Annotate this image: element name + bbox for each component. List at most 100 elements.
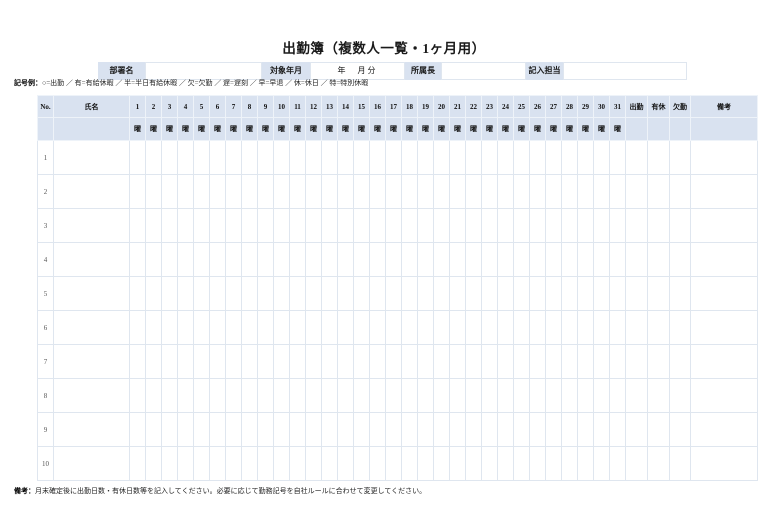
day-cell[interactable]: [129, 310, 146, 345]
day-cell[interactable]: [417, 174, 434, 209]
summary-cell-2[interactable]: [669, 140, 691, 175]
day-cell[interactable]: [129, 378, 146, 413]
day-cell[interactable]: [241, 140, 258, 175]
day-cell[interactable]: [497, 412, 514, 447]
day-cell[interactable]: [145, 276, 162, 311]
day-cell[interactable]: [465, 208, 482, 243]
summary-cell-0[interactable]: [625, 446, 648, 481]
day-cell[interactable]: [497, 378, 514, 413]
summary-cell-1[interactable]: [647, 174, 670, 209]
summary-cell-1[interactable]: [647, 310, 670, 345]
day-cell[interactable]: [305, 310, 322, 345]
day-cell[interactable]: [241, 378, 258, 413]
summary-cell-3[interactable]: [690, 310, 758, 345]
day-cell[interactable]: [609, 310, 626, 345]
day-cell[interactable]: [497, 310, 514, 345]
summary-cell-2[interactable]: [669, 446, 691, 481]
day-cell[interactable]: [481, 276, 498, 311]
day-cell[interactable]: [209, 412, 226, 447]
summary-cell-0[interactable]: [625, 276, 648, 311]
day-cell[interactable]: [513, 140, 530, 175]
summary-cell-2[interactable]: [669, 344, 691, 379]
day-cell[interactable]: [449, 208, 466, 243]
day-cell[interactable]: [433, 208, 450, 243]
day-cell[interactable]: [465, 446, 482, 481]
day-cell[interactable]: [369, 208, 386, 243]
day-cell[interactable]: [433, 276, 450, 311]
day-cell[interactable]: [513, 378, 530, 413]
day-cell[interactable]: [497, 242, 514, 277]
employee-name-cell[interactable]: [53, 140, 130, 175]
summary-cell-0[interactable]: [625, 174, 648, 209]
day-cell[interactable]: [561, 276, 578, 311]
day-cell[interactable]: [577, 276, 594, 311]
day-cell[interactable]: [449, 378, 466, 413]
day-cell[interactable]: [497, 446, 514, 481]
summary-cell-1[interactable]: [647, 276, 670, 311]
day-cell[interactable]: [337, 276, 354, 311]
day-cell[interactable]: [545, 208, 562, 243]
day-cell[interactable]: [129, 276, 146, 311]
day-cell[interactable]: [609, 208, 626, 243]
day-cell[interactable]: [449, 412, 466, 447]
summary-cell-2[interactable]: [669, 412, 691, 447]
day-cell[interactable]: [465, 344, 482, 379]
day-cell[interactable]: [561, 174, 578, 209]
day-cell[interactable]: [529, 276, 546, 311]
day-cell[interactable]: [161, 140, 178, 175]
day-cell[interactable]: [369, 344, 386, 379]
employee-name-cell[interactable]: [53, 276, 130, 311]
day-cell[interactable]: [353, 378, 370, 413]
day-cell[interactable]: [449, 310, 466, 345]
day-cell[interactable]: [241, 242, 258, 277]
day-cell[interactable]: [513, 446, 530, 481]
day-cell[interactable]: [177, 344, 194, 379]
day-cell[interactable]: [353, 310, 370, 345]
day-cell[interactable]: [609, 412, 626, 447]
day-cell[interactable]: [545, 310, 562, 345]
day-cell[interactable]: [401, 140, 418, 175]
day-cell[interactable]: [609, 140, 626, 175]
day-cell[interactable]: [593, 208, 610, 243]
day-cell[interactable]: [577, 140, 594, 175]
summary-cell-1[interactable]: [647, 344, 670, 379]
day-cell[interactable]: [401, 276, 418, 311]
day-cell[interactable]: [193, 208, 210, 243]
day-cell[interactable]: [177, 174, 194, 209]
day-cell[interactable]: [481, 242, 498, 277]
day-cell[interactable]: [577, 310, 594, 345]
summary-cell-0[interactable]: [625, 310, 648, 345]
day-cell[interactable]: [385, 446, 402, 481]
day-cell[interactable]: [305, 174, 322, 209]
day-cell[interactable]: [417, 310, 434, 345]
day-cell[interactable]: [225, 208, 242, 243]
day-cell[interactable]: [449, 446, 466, 481]
day-cell[interactable]: [353, 446, 370, 481]
day-cell[interactable]: [561, 208, 578, 243]
day-cell[interactable]: [161, 208, 178, 243]
summary-cell-0[interactable]: [625, 242, 648, 277]
day-cell[interactable]: [177, 412, 194, 447]
day-cell[interactable]: [161, 412, 178, 447]
day-cell[interactable]: [225, 174, 242, 209]
day-cell[interactable]: [481, 412, 498, 447]
day-cell[interactable]: [257, 310, 274, 345]
day-cell[interactable]: [193, 378, 210, 413]
day-cell[interactable]: [513, 412, 530, 447]
day-cell[interactable]: [369, 310, 386, 345]
day-cell[interactable]: [545, 344, 562, 379]
day-cell[interactable]: [433, 310, 450, 345]
day-cell[interactable]: [369, 242, 386, 277]
day-cell[interactable]: [177, 310, 194, 345]
day-cell[interactable]: [193, 412, 210, 447]
day-cell[interactable]: [305, 378, 322, 413]
day-cell[interactable]: [465, 310, 482, 345]
day-cell[interactable]: [321, 242, 338, 277]
day-cell[interactable]: [209, 242, 226, 277]
day-cell[interactable]: [209, 310, 226, 345]
day-cell[interactable]: [225, 140, 242, 175]
summary-cell-3[interactable]: [690, 378, 758, 413]
day-cell[interactable]: [417, 140, 434, 175]
day-cell[interactable]: [561, 446, 578, 481]
day-cell[interactable]: [449, 242, 466, 277]
